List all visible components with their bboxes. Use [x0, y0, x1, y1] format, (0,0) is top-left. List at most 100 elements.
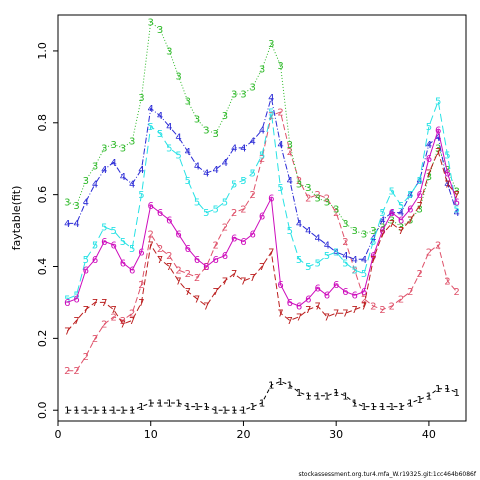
point-marker: 5	[231, 179, 237, 190]
point-marker: 2	[416, 269, 422, 280]
point-marker: 6	[342, 287, 348, 298]
point-marker: 1	[314, 391, 320, 402]
point-marker: 1	[416, 395, 422, 406]
point-marker: 1	[92, 406, 98, 417]
point-marker: 6	[157, 208, 163, 219]
series-line-2	[67, 111, 458, 372]
x-tick-label: 20	[236, 428, 250, 441]
point-marker: 6	[92, 255, 98, 266]
point-marker: 7	[73, 316, 79, 327]
point-marker: 6	[305, 294, 311, 305]
series-group: 1 1 1 1 1 1 1 1 1 1 1 1 1 1 1 1 1 1 1 1 1 11 1 11 1 1 1 1 11 1 1 1 1 1 1 1 1…	[64, 18, 460, 417]
point-marker: 6	[454, 197, 460, 208]
point-marker: 4	[222, 158, 228, 169]
point-marker: 5	[314, 258, 320, 269]
point-marker: 1	[389, 402, 395, 413]
point-marker: 2	[296, 176, 302, 187]
point-marker: 3	[324, 197, 330, 208]
point-marker: 1	[212, 406, 218, 417]
point-marker: 5	[379, 208, 385, 219]
point-marker: 7	[426, 169, 432, 180]
point-marker: 7	[194, 294, 200, 305]
point-marker: 6	[222, 251, 228, 262]
y-tick-label: 0.2	[36, 330, 49, 348]
point-marker: 5	[352, 266, 358, 277]
y-tick-label: 0.8	[36, 114, 49, 132]
point-marker: 1	[277, 377, 283, 388]
point-marker: 5	[64, 294, 70, 305]
point-marker: 3	[92, 161, 98, 172]
point-marker: 7	[296, 312, 302, 323]
point-marker: 7	[361, 302, 367, 313]
point-marker: 5	[110, 226, 116, 237]
point-marker: 3	[342, 219, 348, 230]
point-marker: 2	[342, 237, 348, 248]
point-marker: 4	[110, 158, 116, 169]
point-marker: 1	[231, 406, 237, 417]
point-marker: 5	[287, 226, 293, 237]
point-marker: 1	[203, 402, 209, 413]
y-tick-label: 0.0	[36, 401, 49, 419]
point-marker: 7	[352, 305, 358, 316]
point-marker: 3	[314, 194, 320, 205]
point-marker: 6	[185, 244, 191, 255]
point-marker: 3	[407, 215, 413, 226]
point-marker: 5	[148, 122, 154, 133]
point-marker: 4	[370, 233, 376, 244]
point-marker: 2	[379, 305, 385, 316]
point-marker: 2	[203, 262, 209, 273]
point-marker: 2	[83, 352, 89, 363]
point-marker: 7	[240, 276, 246, 287]
point-marker: 4	[203, 169, 209, 180]
point-marker: 3	[73, 201, 79, 212]
point-marker: 6	[250, 230, 256, 241]
point-marker: 2	[120, 316, 126, 327]
point-marker: 4	[175, 133, 181, 144]
point-marker: 6	[194, 255, 200, 266]
point-marker: 5	[333, 248, 339, 259]
point-marker: 4	[64, 219, 70, 230]
point-marker: 5	[175, 151, 181, 162]
point-marker: 5	[83, 255, 89, 266]
point-marker: 5	[222, 197, 228, 208]
point-marker: 6	[370, 251, 376, 262]
point-marker: 4	[361, 255, 367, 266]
point-marker: 1	[259, 399, 265, 410]
point-marker: 6	[277, 280, 283, 291]
point-marker: 3	[370, 226, 376, 237]
point-marker: 7	[435, 147, 441, 158]
point-marker: 3	[435, 143, 441, 154]
point-marker: 2	[240, 205, 246, 216]
point-marker: 4	[194, 161, 200, 172]
point-marker: 3	[277, 61, 283, 72]
point-marker: 3	[426, 172, 432, 183]
point-marker: 2	[101, 319, 107, 330]
point-marker: 4	[138, 165, 144, 176]
point-marker: 5	[389, 187, 395, 198]
point-marker: 7	[166, 262, 172, 273]
point-marker: 7	[324, 312, 330, 323]
point-marker: 1	[73, 406, 79, 417]
point-marker: 4	[231, 143, 237, 154]
x-tick-label: 10	[144, 428, 158, 441]
point-marker: 2	[287, 147, 293, 158]
point-marker: 5	[324, 251, 330, 262]
point-marker: 3	[212, 129, 218, 140]
point-marker: 3	[166, 46, 172, 57]
point-marker: 6	[212, 255, 218, 266]
point-marker: 1	[287, 381, 293, 392]
point-marker: 3	[129, 136, 135, 147]
point-marker: 1	[296, 388, 302, 399]
point-marker: 3	[203, 125, 209, 136]
point-marker: 7	[379, 230, 385, 241]
point-marker: 5	[92, 240, 98, 251]
point-marker: 1	[185, 402, 191, 413]
point-marker: 5	[129, 244, 135, 255]
point-marker: 7	[120, 319, 126, 330]
point-marker: 5	[194, 197, 200, 208]
point-marker: 1	[138, 402, 144, 413]
point-marker: 3	[389, 215, 395, 226]
point-marker: 2	[352, 266, 358, 277]
point-marker: 1	[166, 399, 172, 410]
